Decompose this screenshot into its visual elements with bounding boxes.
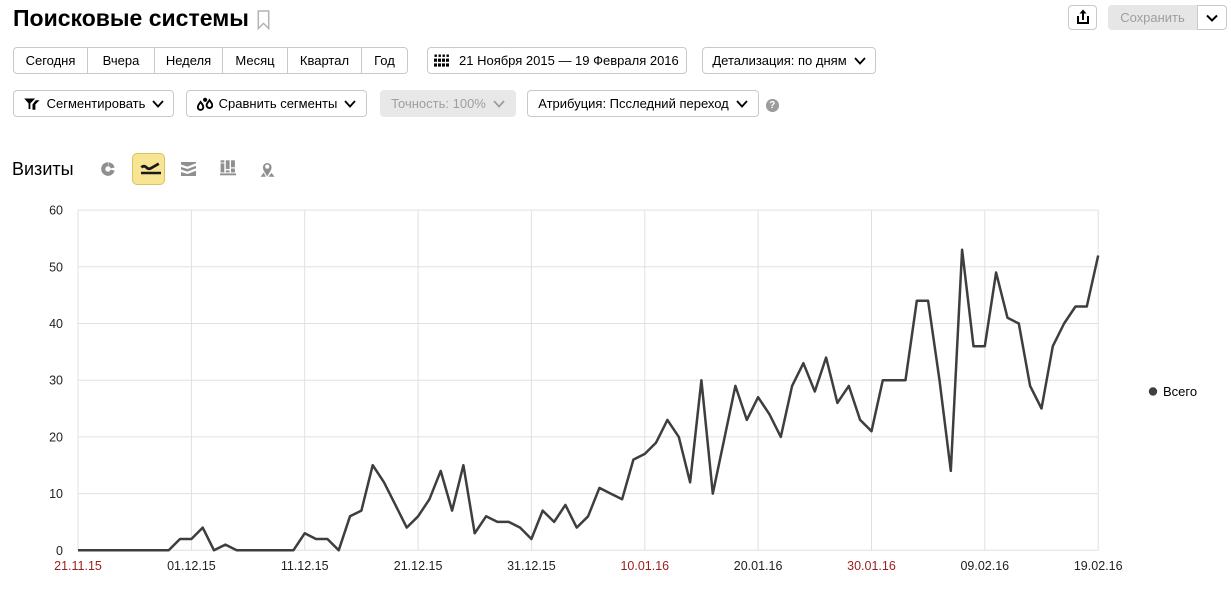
svg-text:01.12.15: 01.12.15 [167, 559, 216, 573]
svg-text:21.11.15: 21.11.15 [54, 559, 102, 573]
svg-text:60: 60 [49, 204, 63, 218]
svg-text:30.01.16: 30.01.16 [847, 559, 896, 573]
svg-text:11.12.15: 11.12.15 [281, 559, 329, 573]
svg-text:31.12.15: 31.12.15 [507, 559, 556, 573]
svg-text:0: 0 [56, 544, 63, 558]
svg-text:10.01.16: 10.01.16 [620, 559, 669, 573]
svg-text:40: 40 [49, 317, 63, 331]
svg-text:19.02.16: 19.02.16 [1074, 559, 1123, 573]
svg-text:21.12.15: 21.12.15 [394, 559, 443, 573]
svg-text:10: 10 [49, 487, 63, 501]
svg-text:20.01.16: 20.01.16 [734, 559, 783, 573]
svg-text:50: 50 [49, 260, 63, 274]
svg-text:09.02.16: 09.02.16 [960, 559, 1009, 573]
svg-text:Всего: Всего [1163, 384, 1197, 399]
svg-text:20: 20 [49, 430, 63, 444]
svg-text:30: 30 [49, 374, 63, 388]
